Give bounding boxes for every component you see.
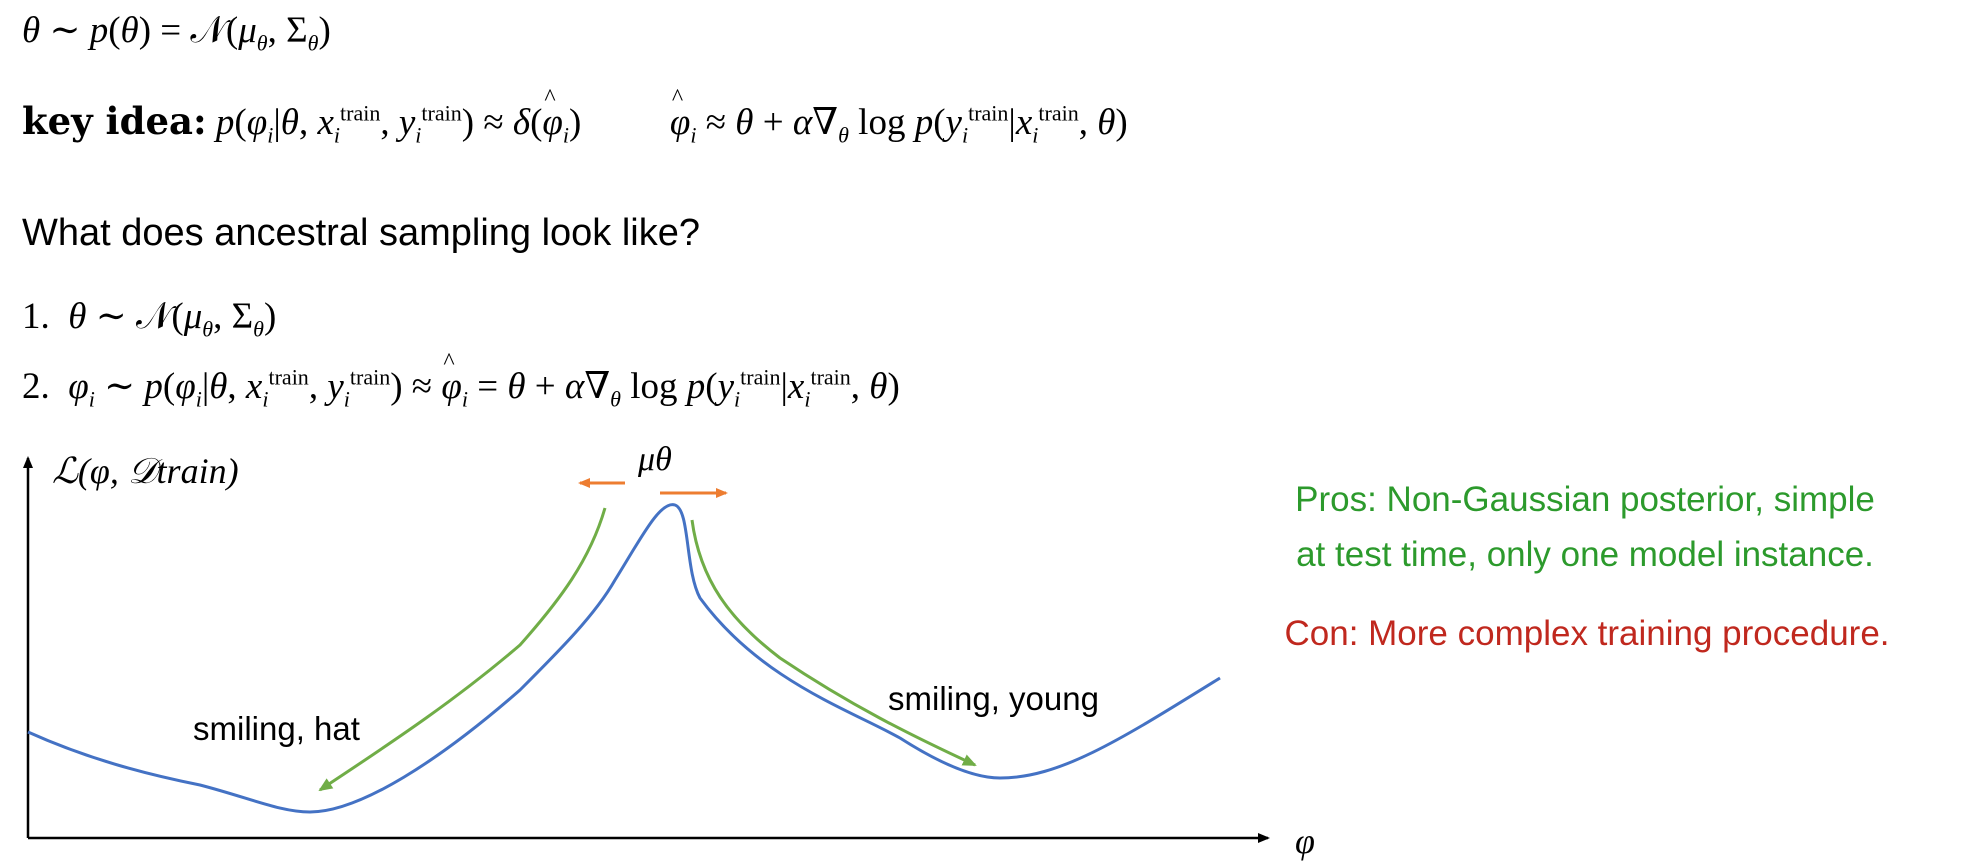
peak-label: μθ — [637, 441, 672, 478]
pros-text: : Non-Gaussian posterior, simple — [1367, 480, 1875, 519]
pros-text-line-2: at test time, only one model instance. — [1296, 535, 1874, 574]
right-descent-arrow — [690, 519, 977, 767]
left-descent-arrow — [318, 507, 607, 792]
left-mode-label: smiling, hat — [193, 710, 360, 747]
prior-equation: θ ∼ p(θ) = 𝒩(μθ, Σθ) — [22, 10, 331, 56]
cons-label: Con — [1284, 614, 1349, 653]
right-mode-label: smiling, young — [888, 680, 1099, 717]
cons-text: : More complex training procedure. — [1348, 614, 1890, 653]
step-1-equation: 1. θ ∼ 𝒩(μθ, Σθ) — [22, 296, 277, 342]
cons-note: Con: More complex training procedure. — [1217, 606, 1957, 661]
key-idea-equation: key idea: p(φi|θ, xitrain, yitrain) ≈ δ(… — [22, 86, 1128, 146]
y-axis-label: ℒ(φ, 𝒟train) — [52, 451, 239, 491]
x-axis-label: φ — [1295, 821, 1315, 861]
key-idea-label: key idea: — [22, 99, 207, 143]
pros-note: Pros: Non-Gaussian posterior, simple at … — [1225, 472, 1945, 582]
section-heading: What does ancestral sampling look like? — [22, 212, 701, 254]
pros-label: Pros — [1295, 480, 1368, 519]
step-2-equation: 2. φi ∼ p(φi|θ, xitrain, yitrain) ≈ φi =… — [22, 350, 900, 410]
loss-curve — [27, 503, 1221, 814]
